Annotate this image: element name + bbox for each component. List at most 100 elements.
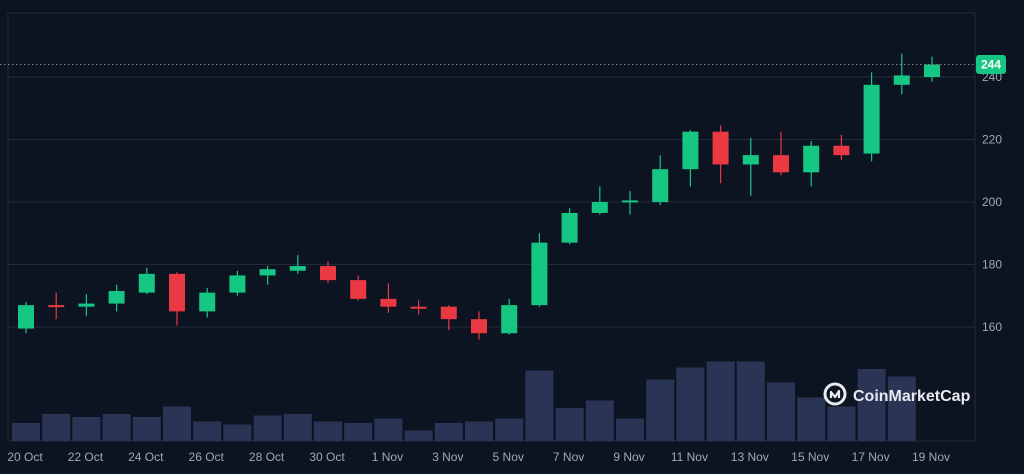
candle-body	[531, 242, 548, 306]
candle-body	[380, 298, 397, 307]
candle-body	[18, 305, 34, 329]
volume-bar	[646, 379, 675, 441]
candle-body	[591, 202, 608, 213]
candle-body	[108, 291, 125, 304]
candle[interactable]	[591, 186, 608, 215]
candle[interactable]	[622, 191, 638, 215]
candle[interactable]	[561, 208, 578, 245]
candle[interactable]	[833, 134, 850, 160]
candle-body	[48, 305, 65, 308]
volume-bar	[797, 397, 826, 441]
candle-body	[199, 292, 216, 312]
candle[interactable]	[229, 270, 246, 296]
candle-body	[440, 306, 457, 320]
candle[interactable]	[773, 131, 789, 176]
volume-bar	[555, 408, 584, 441]
x-tick-label: 22 Oct	[68, 450, 104, 464]
candle-body	[78, 303, 95, 307]
candle[interactable]	[803, 141, 820, 187]
x-tick-label: 13 Nov	[731, 450, 769, 464]
x-tick-label: 11 Nov	[671, 450, 708, 464]
candle-body	[169, 273, 185, 312]
volume-bar	[525, 370, 554, 441]
volume-bar	[42, 414, 71, 441]
candlesticks	[18, 53, 940, 340]
volume-bar	[767, 382, 795, 441]
candle[interactable]	[199, 287, 216, 318]
x-tick-label: 28 Oct	[249, 450, 285, 464]
volume-bar	[253, 415, 282, 441]
candle[interactable]	[78, 294, 95, 317]
candle[interactable]	[440, 305, 457, 331]
volume-bar	[102, 414, 131, 441]
current-price-tag: 244	[976, 55, 1006, 74]
volume-bar	[223, 424, 252, 441]
candle[interactable]	[742, 137, 759, 196]
candle[interactable]	[48, 292, 65, 320]
volume-bar	[465, 421, 493, 441]
candle[interactable]	[471, 311, 487, 340]
candle[interactable]	[18, 302, 34, 334]
candle-body	[320, 266, 336, 281]
x-tick-label: 20 Oct	[7, 450, 43, 464]
candle[interactable]	[410, 300, 427, 315]
x-tick-label: 7 Nov	[553, 450, 584, 464]
candle-body	[712, 131, 729, 165]
x-tick-label: 15 Nov	[791, 450, 829, 464]
x-tick-label: 19 Nov	[912, 450, 950, 464]
volume-bar	[887, 376, 916, 441]
candle[interactable]	[682, 130, 699, 187]
candle[interactable]	[169, 272, 185, 326]
x-tick-label: 5 Nov	[493, 450, 524, 464]
candle-body	[742, 155, 759, 165]
candle[interactable]	[712, 125, 729, 184]
candle-body	[501, 305, 518, 334]
y-tick-label: 220	[982, 133, 1002, 147]
candle[interactable]	[863, 72, 880, 162]
candle[interactable]	[531, 233, 548, 307]
candle-body	[682, 131, 699, 170]
candle[interactable]	[652, 155, 669, 206]
candle[interactable]	[259, 266, 276, 285]
candle[interactable]	[320, 261, 336, 284]
volume-bar	[344, 423, 373, 441]
volume-bar	[404, 430, 433, 441]
candle-body	[259, 269, 276, 276]
coinmarketcap-watermark: CoinMarketCap	[823, 382, 971, 406]
volume-bar	[616, 418, 644, 441]
candle-body	[138, 273, 155, 293]
candle-body	[652, 169, 669, 202]
candle-body	[410, 306, 427, 309]
candle-body	[471, 319, 487, 334]
volume-bar	[314, 421, 342, 441]
candle[interactable]	[893, 53, 910, 95]
volume-bars	[12, 361, 916, 441]
candle-body	[350, 280, 367, 299]
candle[interactable]	[501, 298, 518, 335]
x-tick-label: 24 Oct	[128, 450, 164, 464]
candle[interactable]	[924, 56, 940, 82]
candle-body	[924, 64, 940, 77]
volume-bar	[676, 367, 705, 441]
x-tick-label: 30 Oct	[309, 450, 345, 464]
candle[interactable]	[350, 275, 367, 301]
candle[interactable]	[138, 267, 155, 295]
coinmarketcap-logo-icon	[823, 382, 847, 406]
x-axis: 20 Oct 22 Oct 24 Oct 26 Oct 28 Oct 30 Oct 1 No…	[7, 450, 950, 464]
candle-body	[803, 145, 820, 173]
candle[interactable]	[289, 255, 306, 274]
x-tick-label: 1 Nov	[372, 450, 403, 464]
volume-bar	[585, 400, 614, 441]
x-tick-label: 26 Oct	[189, 450, 225, 464]
volume-bar	[163, 406, 191, 441]
volume-bar	[283, 414, 312, 441]
grid-lines	[7, 12, 976, 442]
candle[interactable]	[108, 284, 125, 312]
candle[interactable]	[380, 283, 397, 313]
current-price-label: 244	[981, 58, 1001, 72]
y-tick-label: 160	[982, 320, 1002, 334]
y-tick-label: 200	[982, 195, 1002, 209]
